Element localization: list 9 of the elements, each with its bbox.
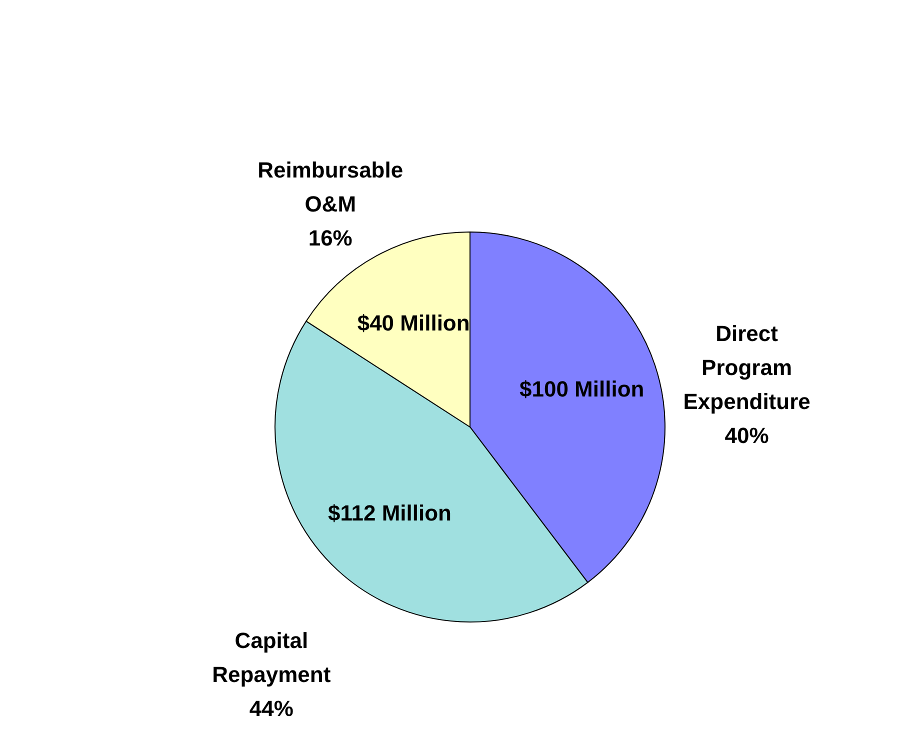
data-label: $40 Million <box>357 310 470 336</box>
data-label: $112 Million <box>328 500 452 526</box>
slice-label: Capital Repayment <box>212 628 332 688</box>
text: 16% <box>308 226 352 251</box>
slice-label: Direct Program Expenditure <box>683 321 810 414</box>
data-label: $100 Million <box>519 376 644 402</box>
slice-label: Reimbursable O&M <box>258 158 404 217</box>
text: 40% <box>724 423 769 448</box>
text: 44% <box>249 696 294 722</box>
